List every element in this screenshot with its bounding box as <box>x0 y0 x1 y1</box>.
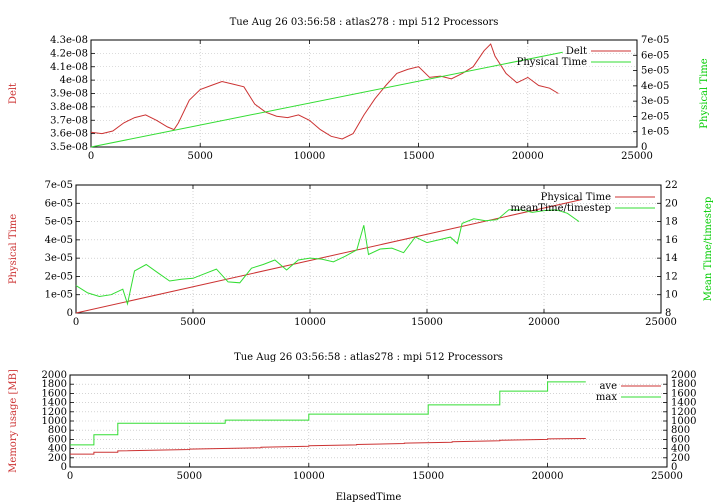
y-tick-label: 400 <box>48 444 67 455</box>
y-tick-label: 3.5e-08 <box>50 142 88 153</box>
y2-axis-label: Physical Time <box>699 58 710 128</box>
x-tick-label: 5000 <box>180 317 205 328</box>
y-tick-label: 3.8e-08 <box>50 102 88 113</box>
y-axis-label: Memory usage [MB] <box>8 369 19 473</box>
y-tick-label: 1000 <box>42 416 67 427</box>
y2-tick-label: 16 <box>665 235 678 246</box>
x-axis-label: ElapsedTime <box>336 492 402 503</box>
x-tick-label: 10000 <box>294 317 326 328</box>
series-line-1 <box>90 43 559 140</box>
y-tick-label: 800 <box>48 425 67 436</box>
y-tick-label: 7e-05 <box>45 180 73 191</box>
y-tick-label: 200 <box>48 453 67 464</box>
y2-tick-label: 8 <box>665 308 671 319</box>
x-tick-label: 10000 <box>293 471 325 482</box>
x-tick-label: 25000 <box>651 471 683 482</box>
y-tick-label: 4e-05 <box>45 235 73 246</box>
y2-tick-label: 5e-05 <box>641 66 669 77</box>
x-tick-label: 15000 <box>403 151 435 162</box>
y2-tick-label: 0 <box>671 462 677 473</box>
y2-tick-label: 18 <box>665 217 678 228</box>
chart-title: Tue Aug 26 03:56:58 : atlas278 : mpi 512… <box>230 17 499 28</box>
y-axis-label: Delt <box>8 83 19 104</box>
y-tick-label: 3e-05 <box>45 253 73 264</box>
y2-tick-label: 4e-05 <box>641 81 669 92</box>
y-tick-label: 1600 <box>42 388 67 399</box>
legend-label: max <box>596 392 617 403</box>
x-tick-label: 5000 <box>187 151 212 162</box>
series-line-2 <box>75 209 580 306</box>
y-tick-label: 5e-05 <box>45 217 73 228</box>
y2-tick-label: 10 <box>665 290 678 301</box>
y2-tick-label: 0 <box>641 142 647 153</box>
x-tick-label: 0 <box>67 471 73 482</box>
y2-tick-label: 7e-05 <box>641 35 669 46</box>
y-tick-label: 4.2e-08 <box>50 48 88 59</box>
y-tick-label: 1800 <box>42 379 67 390</box>
x-tick-label: 20000 <box>532 471 564 482</box>
x-tick-label: 10000 <box>293 151 325 162</box>
y-axis-label: Physical Time <box>8 214 19 284</box>
y2-tick-label: 20 <box>665 198 678 209</box>
y-tick-label: 0 <box>61 462 67 473</box>
y2-tick-label: 1800 <box>671 379 696 390</box>
y-tick-label: 1400 <box>42 398 67 409</box>
x-tick-label: 20000 <box>512 151 544 162</box>
y-tick-label: 4e-08 <box>60 75 88 86</box>
y2-tick-label: 1600 <box>671 388 696 399</box>
y-tick-label: 1200 <box>42 407 67 418</box>
legend-label: Delt <box>566 46 587 57</box>
y-tick-label: 2000 <box>42 370 67 381</box>
x-tick-label: 20000 <box>528 317 560 328</box>
y-tick-label: 3.7e-08 <box>50 115 88 126</box>
series-line-1 <box>70 438 586 455</box>
x-tick-label: 0 <box>88 151 94 162</box>
legend-label: Physical Time <box>517 57 587 68</box>
y2-tick-label: 2e-05 <box>641 111 669 122</box>
legend-label: Physical Time <box>541 192 611 203</box>
y2-tick-label: 800 <box>671 425 690 436</box>
y2-tick-label: 200 <box>671 453 690 464</box>
legend-label: meanTime/timestep <box>510 203 611 214</box>
y2-tick-label: 1200 <box>671 407 696 418</box>
y2-tick-label: 400 <box>671 444 690 455</box>
y-tick-label: 6e-05 <box>45 198 73 209</box>
y-tick-label: 1e-05 <box>45 290 73 301</box>
y-tick-label: 600 <box>48 434 67 445</box>
y2-tick-label: 1400 <box>671 398 696 409</box>
y-tick-label: 2e-05 <box>45 271 73 282</box>
y2-axis-label: Mean Time/timestep <box>703 197 714 301</box>
y2-tick-label: 2000 <box>671 370 696 381</box>
y2-tick-label: 1000 <box>671 416 696 427</box>
y2-tick-label: 22 <box>665 180 678 191</box>
y2-tick-label: 14 <box>665 253 678 264</box>
y-tick-label: 4.1e-08 <box>50 62 88 73</box>
y2-tick-label: 6e-05 <box>641 50 669 61</box>
plot-frame <box>75 184 662 314</box>
x-tick-label: 5000 <box>177 471 202 482</box>
y-tick-label: 3.6e-08 <box>50 129 88 140</box>
y2-tick-label: 12 <box>665 271 678 282</box>
y-tick-label: 3.9e-08 <box>50 89 88 100</box>
series-line-1 <box>75 199 582 314</box>
series-line-2 <box>90 51 563 148</box>
series-line-2 <box>70 381 586 446</box>
x-tick-label: 15000 <box>411 317 443 328</box>
y2-tick-label: 3e-05 <box>641 96 669 107</box>
y2-tick-label: 600 <box>671 434 690 445</box>
x-tick-label: 0 <box>73 317 79 328</box>
legend-label: ave <box>599 381 617 392</box>
y-tick-label: 4.3e-08 <box>50 35 88 46</box>
chart-title: Tue Aug 26 03:56:58 : atlas278 : mpi 512… <box>234 352 503 363</box>
x-tick-label: 25000 <box>621 151 653 162</box>
y2-tick-label: 1e-05 <box>641 127 669 138</box>
x-tick-label: 25000 <box>645 317 677 328</box>
x-tick-label: 15000 <box>412 471 444 482</box>
y-tick-label: 0 <box>67 308 73 319</box>
